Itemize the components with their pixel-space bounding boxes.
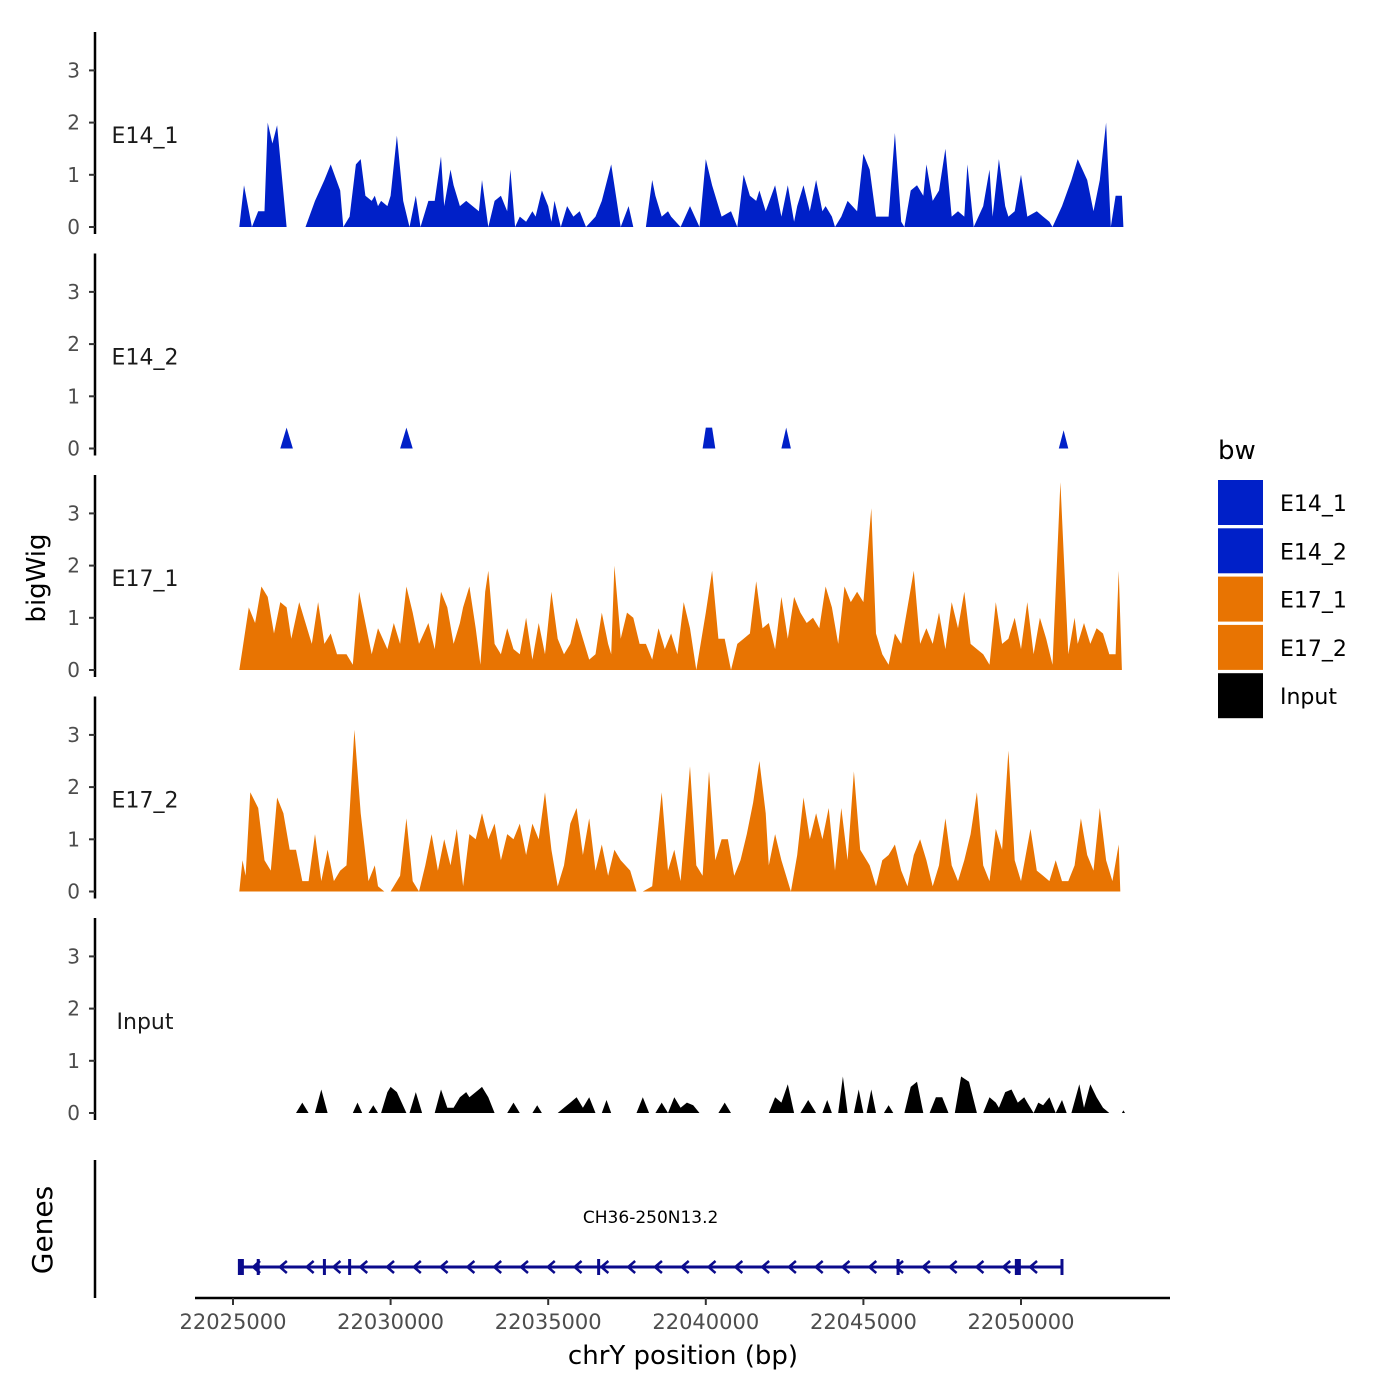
strand-arrow [492,1260,503,1274]
legend-label: E17_2 [1280,637,1347,662]
y-tick-label: 1 [67,384,80,408]
strand-arrow [894,1260,904,1274]
track-Input: 0 1 2 3 Input [67,918,1125,1125]
x-axis-title: chrY position (bp) [568,1341,798,1371]
strand-arrow [974,1260,985,1274]
y-tick-label: 1 [67,1049,80,1073]
track-label: E14_2 [112,346,179,371]
legend-label: E14_2 [1280,540,1347,565]
legend-entries: E14_1 E14_2 E17_1 E17_2 Input [1218,480,1347,719]
y-tick-label: 1 [67,827,80,851]
gene-exon [597,1259,601,1275]
strand-arrow [545,1260,556,1274]
y-tick-label: 3 [67,280,80,304]
y-tick-label: 1 [67,606,80,630]
y-tick-label: 2 [67,775,80,799]
track-E17_1: 0 1 2 3 E17_1 [67,475,1122,682]
legend-swatch-E17_2 [1218,624,1263,670]
legend-swatch-E14_1 [1218,480,1263,525]
strand-arrow [920,1260,931,1274]
x-tick-label: 22050000 [968,1310,1075,1334]
strand-arrow [599,1260,610,1274]
track-area-Input [296,1076,1125,1113]
strand-arrow [465,1260,476,1274]
strand-arrow [679,1260,690,1274]
gene-exon [348,1259,352,1275]
legend-swatch-E14_2 [1218,528,1263,574]
strand-arrow [358,1260,369,1274]
x-axis: 22025000 22030000 22035000 22040000 22045000… [180,1296,1170,1334]
legend: bw E14_1 E14_2 E17_1 E17_2 Input [1218,436,1347,719]
gene-exon [256,1259,260,1275]
gene-exon [1014,1259,1021,1275]
strand-arrow [733,1260,744,1274]
x-tick-label: 22025000 [180,1310,287,1334]
y-tick-label: 0 [67,880,80,904]
legend-swatch-Input [1218,673,1263,719]
legend-swatch-E17_1 [1218,576,1263,622]
y-tick-label: 2 [67,997,80,1021]
strand-arrow [840,1260,851,1274]
strand-arrow [385,1260,395,1274]
track-E14_1: 0 1 2 3 E14_1 [67,32,1124,239]
strand-arrow [304,1260,315,1274]
track-E17_2: 0 1 2 3 E17_2 [67,696,1121,904]
strand-arrow [438,1260,449,1274]
strand-arrow [277,1260,288,1274]
track-label: E17_1 [112,567,179,592]
strand-arrow [331,1260,342,1274]
gene-exon [896,1259,900,1275]
strand-arrow [519,1260,529,1274]
strand-arrow [1001,1260,1012,1274]
y-tick-label: 2 [67,111,80,135]
gene-layer: CH36-250N13.2 [93,1160,1064,1298]
y-tick-label: 0 [67,215,80,239]
y-tick-label: 0 [67,1101,80,1125]
y-tick-label: 3 [67,58,80,82]
y-tick-label: 3 [67,944,80,968]
y-tick-label: 2 [67,332,80,356]
strand-arrow [1028,1260,1038,1274]
track-label: Input [117,1010,174,1035]
tracks-layer: 0 1 2 3 E14_1 0 1 2 3 E14_2 0 1 2 3 E17_1 0 1 2 3 E17_2 0 1 2 3… [67,32,1125,1125]
y-tick-label: 1 [67,163,80,187]
track-area-E14_2 [280,427,1069,449]
gene-exon [237,1259,244,1275]
x-tick-label: 22045000 [810,1310,917,1334]
strand-arrow [411,1260,422,1274]
gene-exon [322,1259,326,1275]
legend-title: bw [1218,436,1256,466]
gene-name-label: CH36-250N13.2 [583,1208,718,1228]
y-tick-label: 2 [67,554,80,578]
legend-label: E14_1 [1280,492,1347,517]
x-tick-label: 22030000 [337,1310,444,1334]
track-area-E14_1 [239,122,1124,227]
strand-arrow [572,1260,583,1274]
y-tick-label: 0 [67,658,80,682]
strand-arrow [760,1260,770,1274]
strand-arrow [813,1260,824,1274]
y-tick-label: 3 [67,723,80,747]
strand-arrow [706,1260,717,1274]
legend-label: Input [1280,685,1337,710]
strand-arrow [786,1260,797,1274]
y-axis-title: bigWig [22,533,52,622]
track-label: E14_1 [112,124,179,149]
strand-arrow [867,1260,878,1274]
y-tick-label: 3 [67,501,80,525]
y-tick-label: 0 [67,437,80,461]
track-area-E17_1 [239,482,1122,670]
x-tick-label: 22040000 [652,1310,759,1334]
track-area-E17_2 [239,729,1121,892]
x-tick-label: 22035000 [495,1310,602,1334]
track-label: E17_2 [112,789,179,814]
track-E14_2: 0 1 2 3 E14_2 [67,253,1069,461]
gene-exon [1060,1259,1064,1275]
strand-arrow [626,1260,636,1274]
legend-label: E17_1 [1280,589,1347,614]
strand-arrow [653,1260,663,1274]
genes-panel-title: Genes [26,1186,59,1274]
strand-arrow [947,1260,958,1274]
